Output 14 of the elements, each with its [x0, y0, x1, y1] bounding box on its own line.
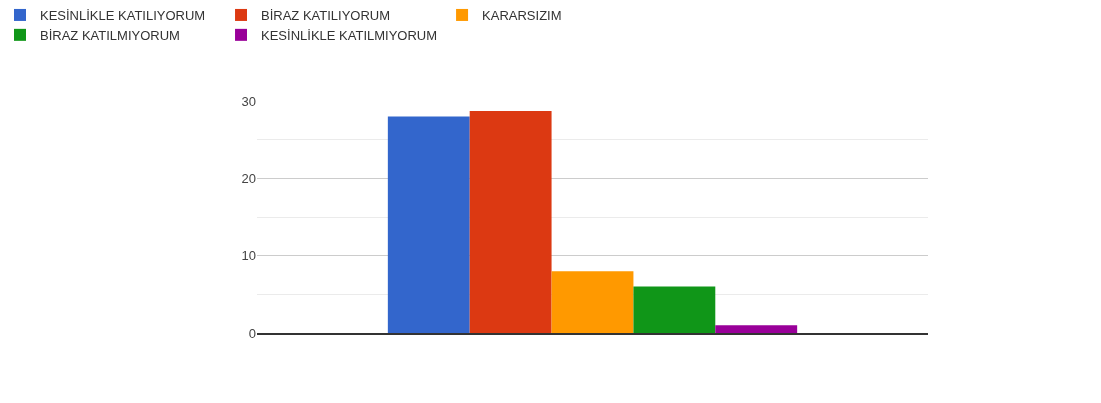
bar	[469, 111, 552, 333]
y-tick-label: 10	[241, 248, 256, 264]
legend-label: KESİNLİKLE KATILIYORUM	[40, 8, 206, 24]
y-tick-label: 0	[248, 325, 256, 341]
bar	[633, 286, 716, 333]
legend-label: BİRAZ KATILMIYORUM	[40, 27, 180, 43]
bar	[551, 271, 634, 333]
y-tick-label: 30	[241, 93, 256, 109]
legend-label: KESİNLİKLE KATILMIYORUM	[261, 27, 438, 43]
bar	[387, 116, 470, 333]
y-tick-label: 20	[241, 170, 256, 186]
legend-label: BİRAZ KATILIYORUM	[261, 8, 391, 24]
legend-label: KARARSIZIM	[482, 8, 562, 24]
bar	[715, 325, 798, 333]
